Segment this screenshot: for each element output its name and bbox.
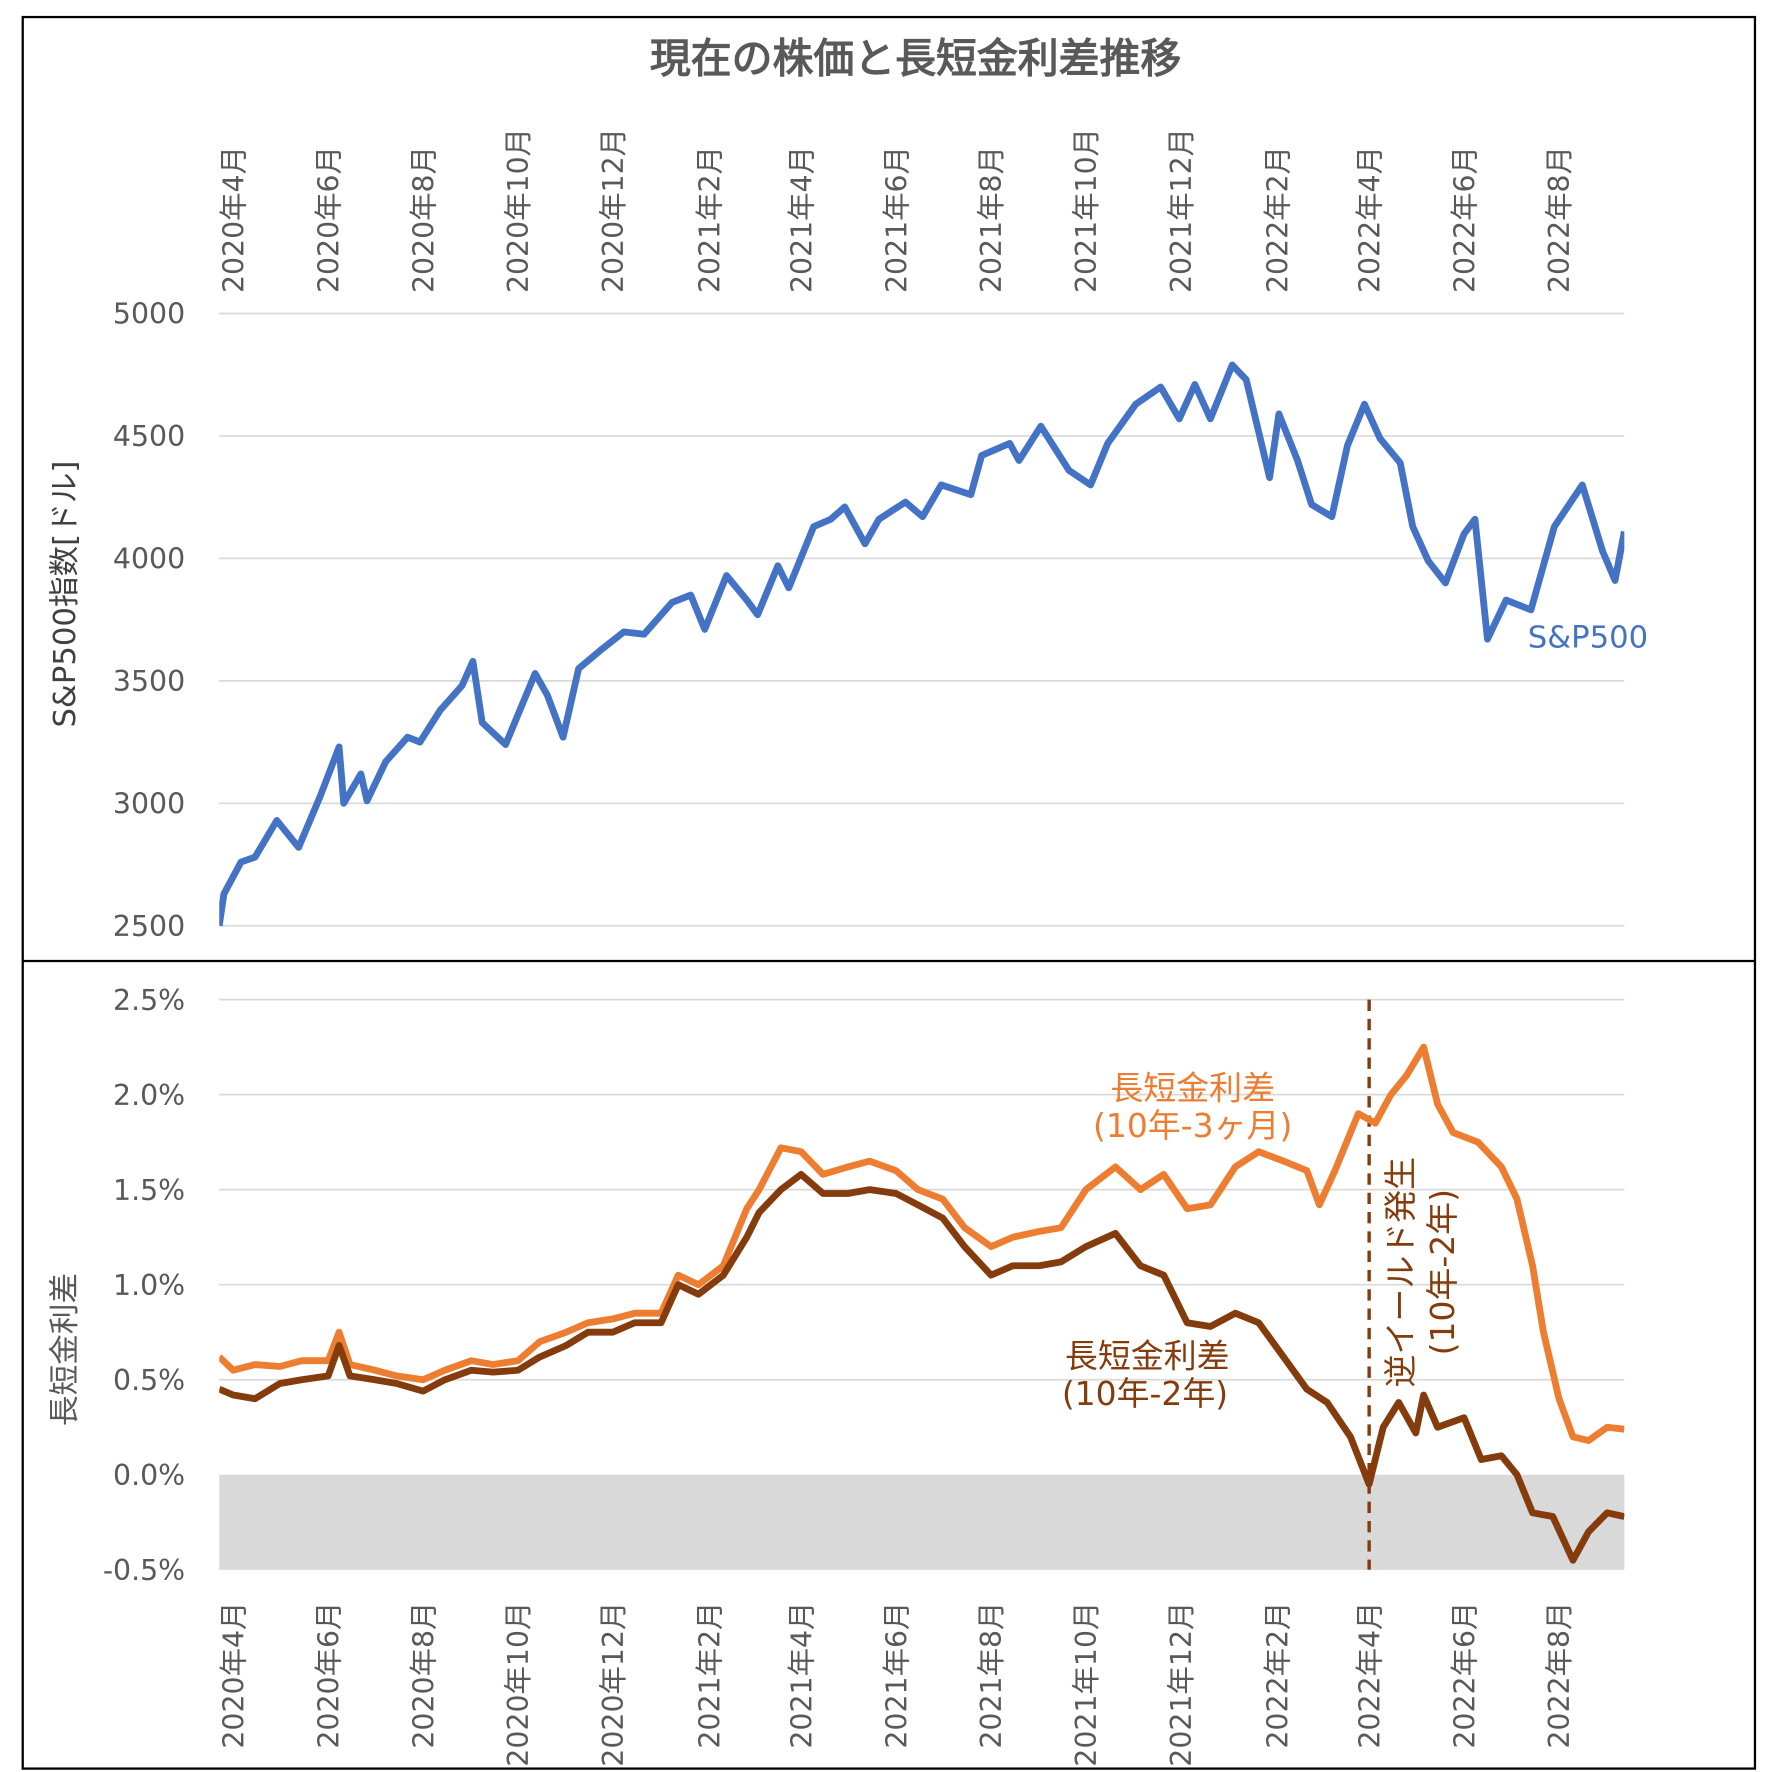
inversion-label-line1: 逆イールド発生 [1381, 1157, 1420, 1388]
x-tick-label: 2021年10月 [1070, 128, 1103, 293]
x-tick-label: 2021年2月 [694, 1602, 727, 1749]
y-tick-label: 0.0% [113, 1459, 185, 1492]
y-tick-label: 4000 [113, 543, 185, 576]
x-tick-label: 2021年6月 [880, 1602, 913, 1749]
spread-panel: -0.5% 0.0% 0.5% 1.0% 1.5% 2.0% 2.5% 2020年4月 2020… [103, 984, 1625, 1767]
spread-y-axis-title: 長短金利差 [48, 1273, 83, 1426]
x-tick-label: 2021年12月 [1165, 128, 1198, 293]
x-tick-label: 2020年10月 [502, 128, 535, 293]
x-tick-label: 2022年8月 [1543, 146, 1576, 293]
chart-title: 現在の株価と長短金利差推移 [650, 35, 1181, 83]
x-tick-label: 2020年12月 [597, 128, 630, 293]
series-line-0 [219, 1043, 1625, 1444]
x-tick-label: 2020年12月 [597, 1602, 630, 1767]
y-tick-label: 0.5% [113, 1364, 185, 1397]
sp500-series-label: S&P500 [1528, 620, 1648, 655]
sp500-y-axis-title: S&P500指数[ドル] [48, 461, 83, 728]
y-tick-label: 3000 [113, 788, 185, 821]
y-tick-label: 2.0% [113, 1079, 185, 1112]
spread-2y-label-line2: (10年-2年) [1062, 1374, 1228, 1413]
x-tick-label: 2020年4月 [217, 146, 250, 293]
x-tick-label: 2020年6月 [312, 1602, 345, 1749]
x-tick-label: 2021年8月 [975, 146, 1008, 293]
y-tick-label: 5000 [113, 298, 185, 331]
x-tick-label: 2021年2月 [694, 146, 727, 293]
x-tick-label: 2020年6月 [312, 146, 345, 293]
x-tick-label: 2022年2月 [1262, 146, 1295, 293]
spread-3m-label-line2: (10年-3ヶ月) [1093, 1106, 1292, 1145]
x-tick-label: 2021年12月 [1165, 1602, 1198, 1767]
x-tick-label: 2022年8月 [1543, 1602, 1576, 1749]
y-tick-label: 2500 [113, 910, 185, 943]
x-tick-label: 2020年8月 [407, 146, 440, 293]
spread-2y-label-line1: 長短金利差 [1065, 1337, 1230, 1376]
x-tick-label: 2022年6月 [1448, 1602, 1481, 1749]
sp500-panel: 2500 3000 3500 4000 4500 5000 2020年4月 2020年6月 20… [113, 128, 1625, 943]
x-tick-label: 2021年4月 [785, 1602, 818, 1749]
y-tick-label: 1.0% [113, 1269, 185, 1302]
x-tick-label: 2020年4月 [217, 1602, 250, 1749]
x-tick-label: 2020年8月 [407, 1602, 440, 1749]
x-tick-label: 2022年4月 [1353, 1602, 1386, 1749]
x-tick-label: 2020年10月 [502, 1602, 535, 1767]
y-tick-label: 1.5% [113, 1174, 185, 1207]
y-tick-label: -0.5% [103, 1554, 185, 1587]
x-tick-label: 2021年8月 [975, 1602, 1008, 1749]
y-tick-label: 4500 [113, 420, 185, 453]
x-tick-label: 2022年2月 [1262, 1602, 1295, 1749]
x-tick-label: 2022年6月 [1448, 146, 1481, 293]
y-tick-label: 2.5% [113, 984, 185, 1017]
negative-region [219, 1474, 1625, 1570]
x-tick-label: 2021年4月 [785, 146, 818, 293]
spread-3m-label-line1: 長短金利差 [1110, 1069, 1275, 1108]
inversion-label-line2: (10年-2年) [1423, 1189, 1462, 1355]
x-tick-label: 2021年6月 [880, 146, 913, 293]
x-tick-label: 2021年10月 [1070, 1602, 1103, 1767]
y-tick-label: 3500 [113, 665, 185, 698]
x-tick-label: 2022年4月 [1353, 146, 1386, 293]
